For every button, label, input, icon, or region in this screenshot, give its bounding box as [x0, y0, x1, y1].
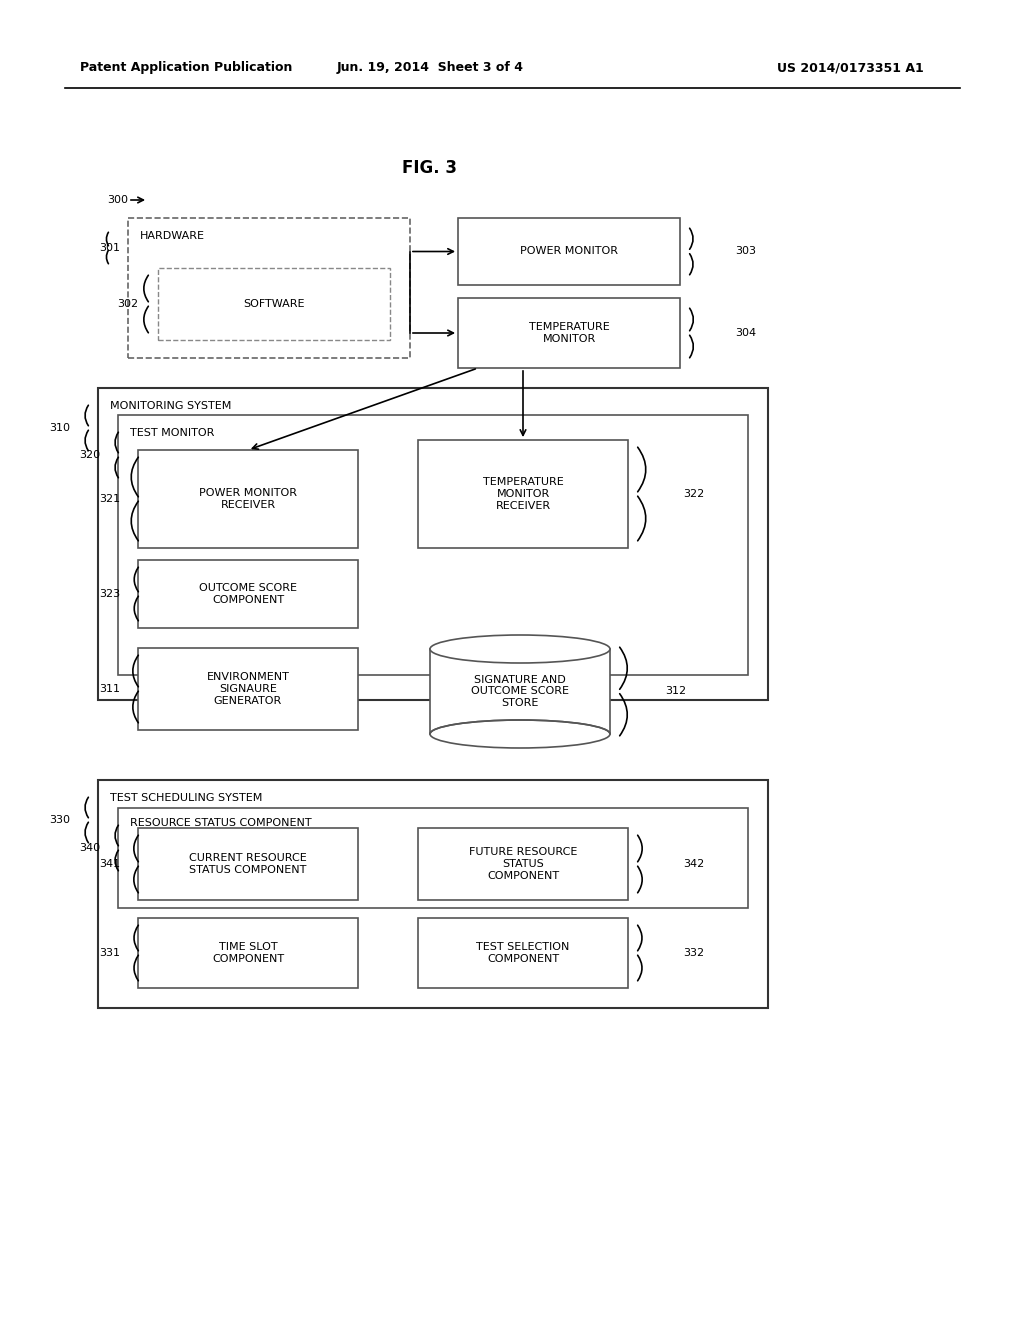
Text: TEST MONITOR: TEST MONITOR	[130, 428, 214, 438]
Text: POWER MONITOR: POWER MONITOR	[520, 247, 618, 256]
Text: Patent Application Publication: Patent Application Publication	[80, 62, 293, 74]
Bar	[98, 780, 768, 1008]
Text: TEST SCHEDULING SYSTEM: TEST SCHEDULING SYSTEM	[110, 793, 262, 803]
Bar	[138, 560, 358, 628]
Bar	[128, 218, 410, 358]
Text: POWER MONITOR
RECEIVER: POWER MONITOR RECEIVER	[199, 488, 297, 510]
Text: 304: 304	[735, 327, 756, 338]
Text: 331: 331	[99, 948, 120, 958]
Text: TEMPERATURE
MONITOR: TEMPERATURE MONITOR	[528, 322, 609, 343]
Text: 300: 300	[106, 195, 128, 205]
Text: 302: 302	[117, 300, 138, 309]
Bar	[138, 648, 358, 730]
Text: FIG. 3: FIG. 3	[402, 158, 458, 177]
Text: 321: 321	[99, 494, 120, 504]
Bar	[138, 917, 358, 987]
Text: Jun. 19, 2014  Sheet 3 of 4: Jun. 19, 2014 Sheet 3 of 4	[337, 62, 523, 74]
Text: MONITORING SYSTEM: MONITORING SYSTEM	[110, 401, 231, 411]
Text: 312: 312	[665, 686, 686, 697]
Text: 332: 332	[683, 948, 705, 958]
Text: TIME SLOT
COMPONENT: TIME SLOT COMPONENT	[212, 942, 284, 964]
Bar	[158, 268, 390, 341]
Text: 342: 342	[683, 859, 705, 869]
Text: HARDWARE: HARDWARE	[140, 231, 205, 242]
Ellipse shape	[430, 635, 610, 663]
Text: ENVIRONMENT
SIGNAURE
GENERATOR: ENVIRONMENT SIGNAURE GENERATOR	[207, 672, 290, 706]
Bar	[138, 828, 358, 900]
Text: 322: 322	[683, 488, 705, 499]
Bar	[430, 649, 610, 734]
Text: 340: 340	[79, 843, 100, 853]
Text: 330: 330	[49, 814, 70, 825]
Bar	[138, 450, 358, 548]
Text: TEMPERATURE
MONITOR
RECEIVER: TEMPERATURE MONITOR RECEIVER	[482, 478, 563, 511]
Text: FUTURE RESOURCE
STATUS
COMPONENT: FUTURE RESOURCE STATUS COMPONENT	[469, 847, 578, 880]
Bar	[418, 917, 628, 987]
Bar	[118, 414, 748, 675]
Text: TEST SELECTION
COMPONENT: TEST SELECTION COMPONENT	[476, 942, 569, 964]
Text: OUTCOME SCORE
COMPONENT: OUTCOME SCORE COMPONENT	[199, 583, 297, 605]
Text: US 2014/0173351 A1: US 2014/0173351 A1	[776, 62, 924, 74]
Text: SOFTWARE: SOFTWARE	[244, 300, 305, 309]
Text: 303: 303	[735, 247, 756, 256]
Ellipse shape	[430, 719, 610, 748]
Bar	[418, 828, 628, 900]
Text: CURRENT RESOURCE
STATUS COMPONENT: CURRENT RESOURCE STATUS COMPONENT	[189, 853, 307, 875]
Bar	[458, 218, 680, 285]
Text: 341: 341	[99, 859, 120, 869]
Text: RESOURCE STATUS COMPONENT: RESOURCE STATUS COMPONENT	[130, 818, 311, 828]
Bar	[98, 388, 768, 700]
Text: 323: 323	[99, 589, 120, 599]
Text: 310: 310	[49, 422, 70, 433]
Text: SIGNATURE AND
OUTCOME SCORE
STORE: SIGNATURE AND OUTCOME SCORE STORE	[471, 675, 569, 708]
Bar	[418, 440, 628, 548]
Text: 320: 320	[79, 450, 100, 459]
Bar	[458, 298, 680, 368]
Text: 311: 311	[99, 684, 120, 694]
Text: 301: 301	[99, 243, 120, 253]
Bar	[118, 808, 748, 908]
